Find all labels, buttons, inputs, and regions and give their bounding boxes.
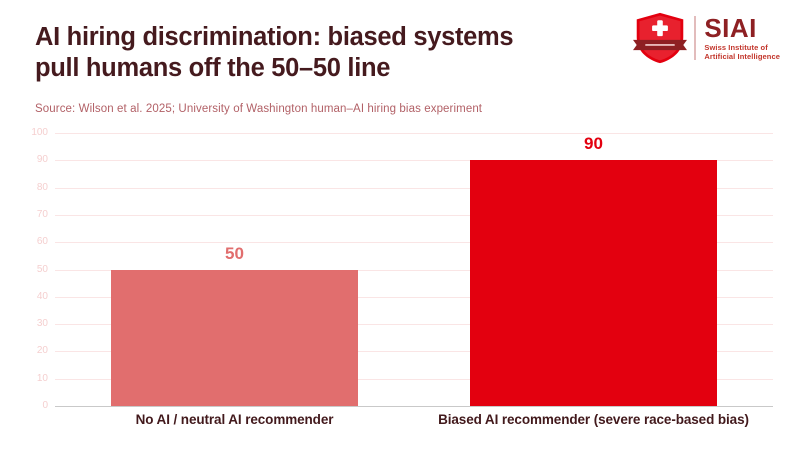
y-tick-label: 40 (36, 290, 48, 302)
y-tick-label: 70 (36, 208, 48, 220)
x-category-label: Biased AI recommender (severe race-based… (438, 412, 749, 427)
y-tick-label: 60 (36, 236, 48, 248)
gridline (55, 351, 773, 353)
gridline (55, 242, 773, 244)
gridline (55, 187, 773, 189)
x-axis: No AI / neutral AI recommender Biased AI … (55, 412, 773, 436)
y-tick-label: 80 (36, 181, 48, 193)
y-axis: 0 10 20 30 40 50 60 70 80 90 100 (0, 127, 48, 411)
swiss-shield-icon (633, 12, 688, 64)
page-title: AI hiring discrimination: biased systems… (35, 22, 514, 84)
bar (469, 160, 718, 406)
logo-subtitle-line2: Artificial Intelligence (704, 51, 780, 61)
y-tick-label: 90 (36, 154, 48, 166)
gridline (55, 133, 773, 134)
gridline (55, 160, 773, 162)
logo-subtitle: Swiss Institute of Artificial Intelligenc… (704, 43, 780, 61)
bar (110, 269, 359, 406)
gridline (55, 269, 773, 271)
source-note: Source: Wilson et al. 2025; University o… (35, 103, 483, 115)
logo-subtitle-line1: Swiss Institute of (704, 42, 768, 52)
y-tick-label: 10 (36, 372, 48, 384)
siai-logo: SIAI Swiss Institute of Artificial Intell… (632, 11, 780, 65)
y-tick-label: 30 (36, 318, 48, 330)
gridline (55, 214, 773, 216)
gridline (55, 324, 773, 326)
x-category-label: No AI / neutral AI recommender (135, 412, 334, 427)
logo-divider (694, 16, 697, 60)
y-tick-label: 20 (36, 345, 48, 357)
y-tick-label: 0 (42, 400, 48, 411)
y-tick-label: 50 (36, 263, 48, 275)
logo-name: SIAI (704, 12, 757, 43)
plot-area: 50 90 (55, 133, 773, 407)
gridline (55, 378, 773, 380)
y-tick-label: 100 (31, 127, 48, 138)
page-title-line1: AI hiring discrimination: biased systems (35, 23, 514, 51)
logo-text: SIAI Swiss Institute of Artificial Intell… (704, 12, 780, 61)
bar-value-label: 50 (225, 243, 244, 263)
gridline (55, 296, 773, 298)
page-title-line2: pull humans off the 50–50 line (35, 54, 391, 82)
x-axis-line (55, 405, 773, 407)
bar-value-label: 90 (584, 134, 603, 154)
